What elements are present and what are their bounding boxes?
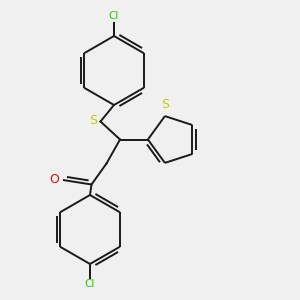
Text: S: S [89,113,98,127]
Text: Cl: Cl [109,11,119,21]
Text: O: O [50,173,59,186]
Text: S: S [161,98,169,111]
Text: Cl: Cl [85,279,95,289]
